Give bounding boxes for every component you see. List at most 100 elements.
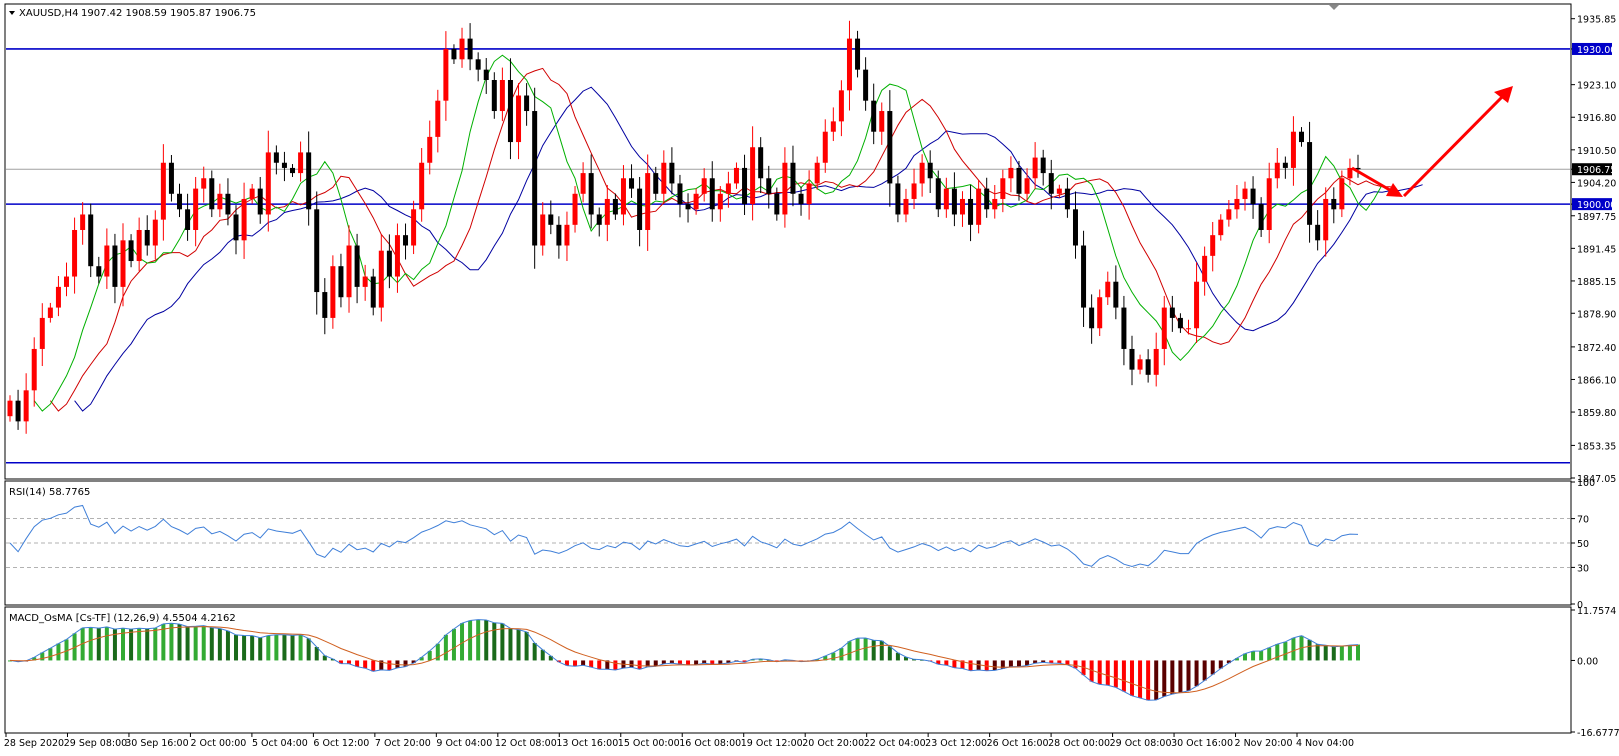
time-tick-label: 28 Oct 00:00 — [1048, 738, 1110, 749]
candle — [725, 171, 731, 208]
candle — [1040, 149, 1046, 186]
candle — [830, 107, 836, 142]
candle — [1274, 148, 1280, 189]
candle-body — [1024, 178, 1030, 194]
candle — [47, 302, 53, 323]
candle-body — [1226, 209, 1232, 220]
macd-bar — [815, 659, 820, 661]
candle — [1315, 210, 1321, 251]
candle — [290, 164, 296, 177]
macd-bar — [863, 638, 868, 661]
candle-body — [112, 245, 118, 287]
rsi-tick-label: 30 — [1577, 563, 1589, 574]
macd-bar — [1275, 644, 1280, 661]
candle — [879, 102, 885, 145]
price-tick-label: 1935.85 — [1577, 15, 1616, 26]
symbol-header[interactable]: XAUUSD,H4 1907.42 1908.59 1905.87 1906.7… — [9, 8, 256, 19]
candle — [645, 154, 651, 251]
macd-bar — [177, 624, 182, 661]
candle-body — [1323, 198, 1329, 241]
candle — [273, 145, 279, 175]
candle-body — [992, 198, 998, 210]
macd-tick-label: 0.00 — [1577, 656, 1598, 667]
candle — [750, 126, 756, 221]
level-price-box — [1572, 42, 1612, 55]
candle-body — [871, 100, 877, 132]
candle-body — [177, 193, 183, 210]
trend-arrow-up[interactable] — [1402, 86, 1513, 198]
candle-body — [943, 188, 949, 210]
macd-bar — [8, 660, 12, 662]
candle — [23, 373, 29, 434]
macd-bar — [72, 633, 77, 661]
rsi-tick-label: 100 — [1577, 478, 1595, 489]
candle-body — [483, 69, 489, 80]
candle — [612, 193, 618, 220]
macd-bar — [702, 660, 707, 664]
macd-bar — [379, 660, 384, 670]
macd-tick-label: -16.6777 — [1577, 728, 1619, 739]
candle — [629, 164, 635, 198]
candle — [838, 80, 844, 137]
candle-body — [1056, 188, 1062, 194]
candle — [241, 182, 247, 259]
candle-body — [1000, 178, 1006, 199]
candle-body — [290, 167, 296, 174]
candle-body — [620, 178, 626, 215]
macd-bar — [1218, 660, 1223, 669]
macd-bar — [419, 657, 424, 661]
candle-body — [516, 95, 522, 143]
candle-body — [128, 240, 134, 262]
candle — [1307, 121, 1313, 243]
macd-bar — [532, 642, 537, 661]
macd-bar — [363, 660, 368, 669]
macd-bar — [524, 631, 529, 661]
candle-body — [354, 245, 360, 287]
candle — [564, 211, 570, 262]
candle-body — [612, 198, 618, 215]
candle — [653, 166, 659, 200]
macd-bar — [540, 649, 545, 661]
candle — [209, 170, 215, 218]
macd-bar — [1008, 660, 1013, 667]
candle — [580, 162, 586, 203]
macd-bar — [112, 629, 117, 661]
candle — [992, 184, 998, 219]
candle-body — [31, 348, 37, 391]
macd-bar — [564, 660, 569, 666]
macd-bar — [476, 619, 481, 661]
macd-bar — [1251, 651, 1256, 661]
time-tick-label: 4 Nov 04:00 — [1296, 738, 1354, 749]
candle — [136, 217, 142, 272]
macd-bar — [1331, 646, 1336, 661]
time-tick-label: 22 Oct 04:00 — [864, 738, 926, 749]
macd-bar — [484, 619, 489, 661]
price-tick-label: 1859.80 — [1577, 408, 1616, 419]
rsi-layer — [6, 504, 1570, 568]
candle — [1185, 319, 1191, 335]
candle — [354, 233, 360, 304]
candle-body — [1258, 204, 1264, 230]
macd-bar — [1323, 645, 1328, 661]
candle-body — [701, 178, 707, 194]
candle — [160, 144, 166, 241]
candle-body — [185, 209, 191, 230]
time-tick-label: 29 Oct 08:00 — [1110, 738, 1172, 749]
candle — [1282, 156, 1288, 179]
candle-body — [782, 162, 788, 215]
price-tick-label: 1900.00 — [1577, 200, 1616, 211]
candle-body — [879, 111, 885, 132]
macd-bar — [121, 628, 126, 661]
time-tick-label: 12 Oct 08:00 — [495, 738, 557, 749]
macd-bar — [782, 659, 787, 661]
candle — [1331, 187, 1337, 224]
price-tick-label: 1897.75 — [1577, 212, 1616, 223]
trend-arrow-down[interactable] — [1351, 166, 1403, 197]
candle — [483, 58, 489, 94]
macd-bar — [589, 660, 594, 668]
candle-body — [572, 193, 578, 225]
collapse-triangle-icon[interactable] — [9, 11, 15, 15]
candle — [1016, 160, 1022, 201]
candle — [943, 177, 949, 218]
shift-marker-icon[interactable] — [1329, 5, 1339, 10]
